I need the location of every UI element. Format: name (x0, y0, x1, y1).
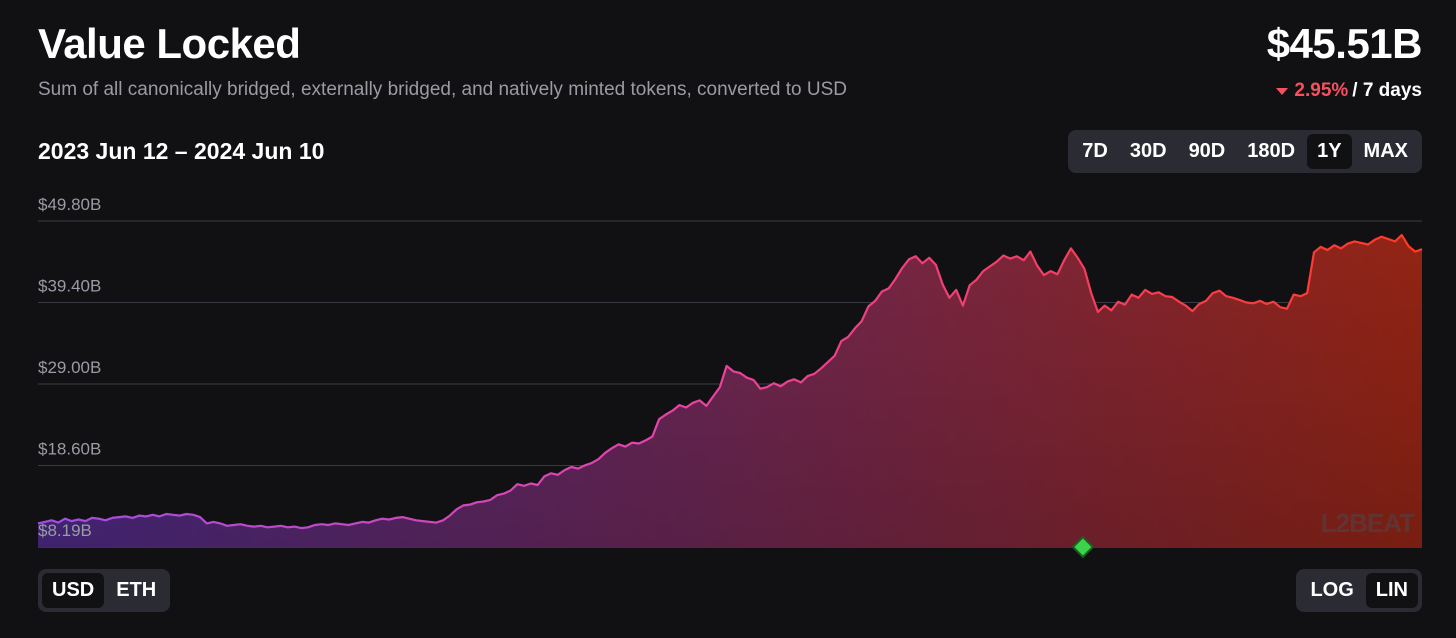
timeframe-30d-button[interactable]: 30D (1129, 140, 1167, 162)
timeframe-max-button[interactable]: MAX (1363, 140, 1408, 162)
y-tick-label: $18.60B (38, 439, 101, 458)
change-indicator: 2.95% / 7 days (1276, 80, 1422, 102)
timeframe-selector: 7D 30D 90D 180D 1Y MAX (1068, 130, 1422, 173)
y-tick-label: $39.40B (38, 276, 101, 295)
y-tick-label: $49.80B (38, 195, 101, 214)
timeframe-1y-button[interactable]: 1Y (1307, 134, 1352, 169)
timeframe-180d-button[interactable]: 180D (1247, 140, 1296, 162)
unit-eth-button[interactable]: ETH (116, 579, 157, 601)
chart-area-shade (38, 235, 1422, 547)
total-value: $45.51B (1266, 20, 1423, 67)
unit-usd-button[interactable]: USD (42, 573, 105, 608)
y-axis-labels: $49.80B $39.40B $29.00B $18.60B $8.19B (38, 195, 101, 540)
triangle-down-icon (1276, 87, 1289, 95)
y-tick-label: $8.19B (38, 521, 92, 540)
page-subtitle: Sum of all canonically bridged, external… (38, 79, 847, 100)
timeframe-7d-button[interactable]: 7D (1082, 140, 1108, 162)
l2beat-watermark: L2BEAT (1320, 508, 1415, 538)
change-negative: 2.95% (1276, 80, 1348, 102)
y-tick-label: $29.00B (38, 358, 101, 377)
timeframe-90d-button[interactable]: 90D (1188, 140, 1226, 162)
unit-selector: USD ETH (38, 569, 171, 612)
change-percent: 2.95% (1294, 80, 1349, 101)
scale-lin-button[interactable]: LIN (1365, 573, 1418, 608)
scale-selector: LOG LIN (1296, 569, 1422, 612)
event-marker[interactable] (1071, 535, 1095, 559)
scale-log-button[interactable]: LOG (1310, 579, 1354, 601)
page-title: Value Locked (38, 20, 301, 67)
chart-series-line (37, 234, 1423, 530)
date-range-label: 2023 Jun 12 – 2024 Jun 10 (38, 138, 325, 164)
change-period: / 7 days (1352, 80, 1422, 101)
